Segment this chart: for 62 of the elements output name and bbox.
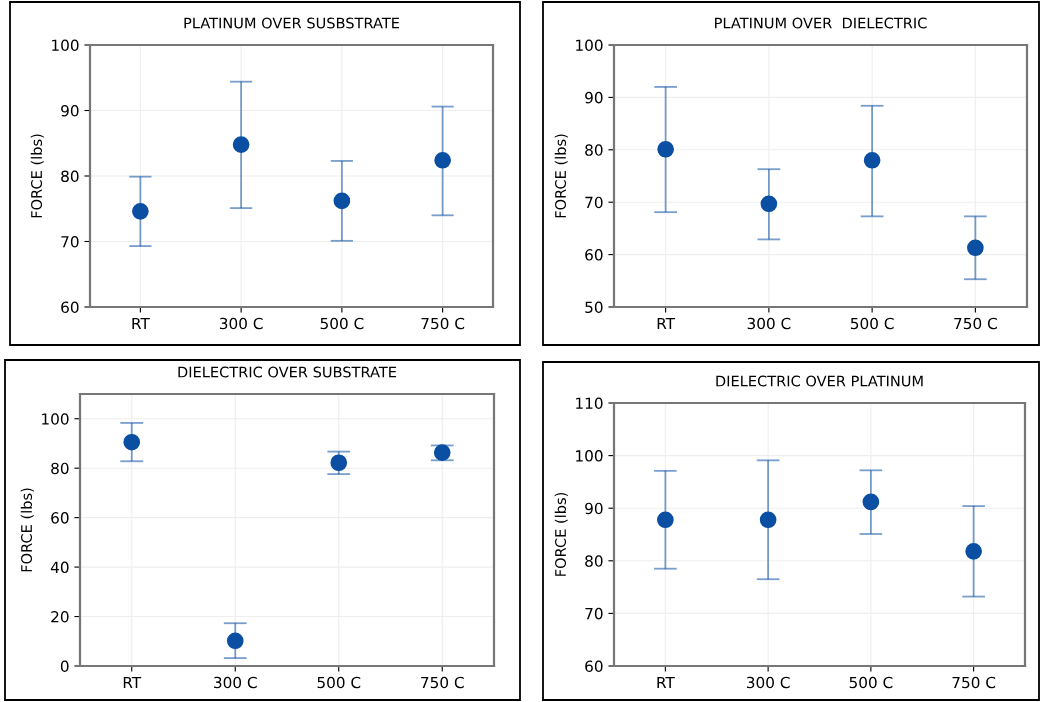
x-tick-label: RT bbox=[657, 676, 675, 689]
y-axis-title: FORCE (lbs) bbox=[554, 492, 568, 576]
y-tick-label: 80 bbox=[61, 170, 79, 183]
y-tick-label: 20 bbox=[51, 611, 69, 623]
x-tick-label: RT bbox=[657, 317, 676, 330]
y-tick-label: 60 bbox=[51, 512, 69, 524]
x-tick-label: 300 C bbox=[747, 317, 791, 330]
point bbox=[333, 192, 351, 210]
y-tick-label: 110 bbox=[576, 397, 603, 410]
chart-title: PLATINUM OVER SUSBSTRATE bbox=[184, 17, 400, 29]
y-tick-label: 80 bbox=[585, 144, 603, 156]
point bbox=[657, 511, 674, 529]
x-tick-label: 750 C bbox=[952, 676, 996, 689]
x-tick-label: 300 C bbox=[219, 317, 263, 330]
x-tick-label: 750 C bbox=[421, 676, 464, 689]
x-tick-label: RT bbox=[132, 317, 150, 330]
x-tick-label: 500 C bbox=[849, 676, 893, 689]
point bbox=[760, 195, 778, 213]
y-tick-label: 100 bbox=[576, 39, 603, 52]
y-tick-label: 80 bbox=[51, 462, 69, 475]
y-tick-label: 70 bbox=[61, 235, 79, 248]
y-tick-label: 60 bbox=[61, 301, 79, 314]
x-tick-label: 750 C bbox=[954, 317, 997, 330]
chart-title: PLATINUM OVER DIELECTRIC bbox=[715, 17, 927, 29]
point bbox=[759, 511, 777, 529]
y-tick-label: 60 bbox=[585, 660, 603, 673]
x-tick-label: 500 C bbox=[850, 317, 894, 330]
y-tick-label: 0 bbox=[60, 660, 69, 673]
y-tick-label: 90 bbox=[585, 502, 603, 515]
point bbox=[123, 433, 141, 451]
x-tick-label: 300 C bbox=[746, 676, 790, 689]
y-tick-label: 70 bbox=[585, 607, 603, 620]
point bbox=[967, 239, 984, 257]
y-tick-label: 70 bbox=[585, 196, 603, 209]
y-axis-title: FORCE (lbs) bbox=[554, 134, 568, 218]
point bbox=[862, 493, 880, 511]
point bbox=[965, 542, 982, 560]
y-tick-label: 100 bbox=[52, 39, 79, 52]
chart-title: DIELECTRIC OVER SUBSTRATE bbox=[178, 366, 397, 378]
y-tick-label: 100 bbox=[576, 450, 603, 462]
point bbox=[863, 151, 881, 169]
y-tick-label: 50 bbox=[585, 301, 603, 314]
chart-title: DIELECTRIC OVER PLATINUM bbox=[716, 375, 923, 387]
y-tick-label: 40 bbox=[50, 561, 69, 574]
x-tick-label: RT bbox=[123, 676, 142, 689]
point bbox=[433, 444, 451, 461]
x-tick-label: 300 C bbox=[214, 676, 257, 689]
y-tick-label: 60 bbox=[585, 249, 603, 261]
y-tick-label: 100 bbox=[42, 413, 69, 425]
y-tick-label: 90 bbox=[585, 91, 603, 104]
point bbox=[657, 140, 674, 158]
point bbox=[434, 151, 451, 169]
y-tick-label: 80 bbox=[585, 555, 603, 567]
point bbox=[132, 203, 149, 220]
y-tick-label: 90 bbox=[61, 104, 79, 117]
y-axis-title: FORCE (lbs) bbox=[30, 134, 44, 218]
x-tick-label: 750 C bbox=[421, 317, 465, 330]
x-tick-label: 500 C bbox=[317, 676, 361, 689]
y-axis-title: FORCE (lbs) bbox=[20, 488, 34, 572]
point bbox=[226, 632, 244, 650]
point bbox=[232, 136, 250, 153]
x-tick-label: 500 C bbox=[320, 317, 364, 330]
